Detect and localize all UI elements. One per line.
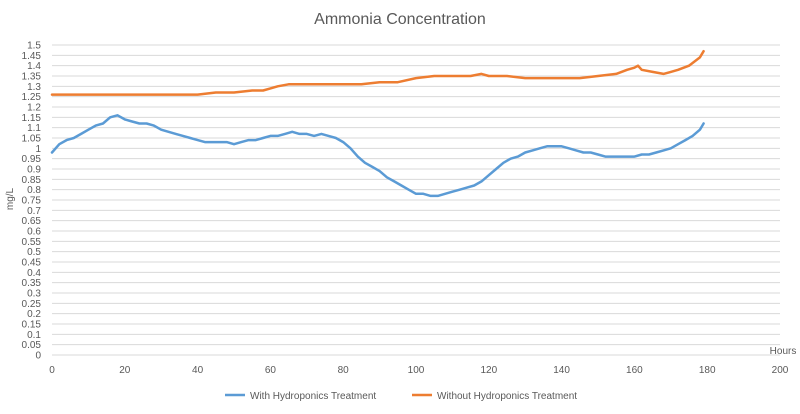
- y-tick-label: 0.65: [22, 216, 42, 227]
- y-tick-label: 0.55: [22, 237, 42, 248]
- y-tick-label: 0.2: [27, 309, 41, 320]
- y-tick-label: 0: [35, 351, 41, 362]
- y-tick-label: 0.3: [27, 289, 41, 300]
- x-tick-label: 160: [626, 365, 643, 376]
- y-tick-label: 1.05: [22, 134, 42, 145]
- x-tick-label: 40: [192, 365, 204, 376]
- y-tick-label: 0.35: [22, 278, 42, 289]
- y-tick-label: 1.25: [22, 92, 42, 103]
- series-line-2: [50, 49, 705, 96]
- legend-label: Without Hydroponics Treatment: [437, 391, 577, 402]
- y-tick-label: 0.75: [22, 196, 42, 207]
- y-tick-label: 1.1: [27, 123, 41, 134]
- y-tick-label: 0.1: [27, 330, 41, 341]
- gridlines: [52, 44, 780, 346]
- x-axis-label: Hours: [770, 346, 797, 357]
- x-tick-label: 0: [49, 365, 55, 376]
- y-tick-label: 0.85: [22, 175, 42, 186]
- y-tick-label: 0.05: [22, 340, 42, 351]
- y-tick-label: 0.95: [22, 154, 42, 165]
- y-tick-label: 0.25: [22, 299, 42, 310]
- x-tick-label: 20: [119, 365, 131, 376]
- y-tick-label: 1: [35, 144, 41, 155]
- series-lines: [50, 49, 705, 198]
- y-tick-label: 0.8: [27, 185, 41, 196]
- y-tick-label: 1.5: [27, 41, 41, 52]
- x-tick-label: 180: [699, 365, 716, 376]
- chart-title: Ammonia Concentration: [314, 11, 486, 28]
- y-axis-ticks: 00.050.10.150.20.250.30.350.40.450.50.55…: [22, 41, 42, 362]
- y-tick-label: 1.15: [22, 113, 42, 124]
- y-tick-label: 1.3: [27, 82, 41, 93]
- y-axis-label: mg/L: [5, 187, 16, 210]
- y-tick-label: 1.4: [27, 61, 41, 72]
- y-tick-label: 0.9: [27, 165, 41, 176]
- y-tick-label: 0.6: [27, 227, 41, 238]
- x-axis-ticks: 0 20 40 60 80 100 120 140 160 180 200: [49, 365, 789, 376]
- x-tick-label: 60: [265, 365, 277, 376]
- x-tick-label: 140: [553, 365, 570, 376]
- y-tick-label: 0.5: [27, 247, 41, 258]
- legend-label: With Hydroponics Treatment: [250, 391, 376, 402]
- x-tick-label: 80: [338, 365, 350, 376]
- y-tick-label: 0.7: [27, 206, 41, 217]
- x-tick-label: 120: [480, 365, 497, 376]
- y-tick-label: 1.35: [22, 72, 42, 83]
- y-tick-label: 1.45: [22, 51, 42, 62]
- y-tick-label: 0.4: [27, 268, 41, 279]
- x-tick-label: 100: [408, 365, 425, 376]
- y-tick-label: 1.2: [27, 103, 41, 114]
- y-tick-label: 0.15: [22, 320, 42, 331]
- y-tick-label: 0.45: [22, 258, 42, 269]
- legend: With Hydroponics Treatment Without Hydrop…: [225, 391, 577, 402]
- x-tick-label: 200: [772, 365, 789, 376]
- series-line-1: [50, 114, 705, 198]
